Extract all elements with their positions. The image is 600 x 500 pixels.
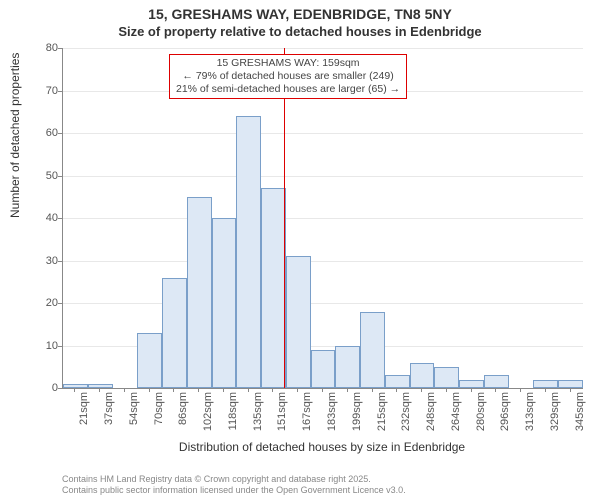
x-tick-mark bbox=[446, 388, 447, 392]
x-tick-mark bbox=[471, 388, 472, 392]
x-tick-label: 70sqm bbox=[153, 392, 165, 425]
x-tick-label: 37sqm bbox=[103, 392, 115, 425]
histogram-bar bbox=[286, 256, 311, 388]
grid-line bbox=[63, 261, 583, 262]
y-tick-mark bbox=[58, 133, 62, 134]
y-tick-mark bbox=[58, 176, 62, 177]
x-tick-label: 118sqm bbox=[227, 392, 239, 430]
x-tick-mark bbox=[149, 388, 150, 392]
grid-line bbox=[63, 218, 583, 219]
histogram-bar bbox=[311, 350, 336, 388]
plot-area: 15 GRESHAMS WAY: 159sqm ← 79% of detache… bbox=[62, 48, 583, 389]
histogram-bar bbox=[434, 367, 459, 388]
x-tick-mark bbox=[173, 388, 174, 392]
y-tick-mark bbox=[58, 218, 62, 219]
x-tick-mark bbox=[421, 388, 422, 392]
histogram-bar bbox=[187, 197, 212, 388]
annotation-box: 15 GRESHAMS WAY: 159sqm ← 79% of detache… bbox=[169, 54, 407, 99]
y-tick-label: 10 bbox=[40, 340, 58, 352]
x-tick-label: 345sqm bbox=[574, 392, 586, 431]
x-tick-label: 167sqm bbox=[301, 392, 313, 431]
x-tick-label: 313sqm bbox=[524, 392, 536, 431]
x-tick-label: 296sqm bbox=[499, 392, 511, 431]
x-tick-mark bbox=[495, 388, 496, 392]
histogram-bar bbox=[261, 188, 286, 388]
x-tick-mark bbox=[74, 388, 75, 392]
x-tick-mark bbox=[372, 388, 373, 392]
x-tick-label: 232sqm bbox=[400, 392, 412, 431]
y-tick-mark bbox=[58, 346, 62, 347]
x-tick-label: 54sqm bbox=[128, 392, 140, 425]
credits: Contains HM Land Registry data © Crown c… bbox=[62, 474, 406, 496]
x-tick-label: 248sqm bbox=[425, 392, 437, 431]
x-tick-mark bbox=[99, 388, 100, 392]
histogram-bar bbox=[385, 375, 410, 388]
histogram-bar bbox=[360, 312, 385, 389]
y-tick-label: 20 bbox=[40, 297, 58, 309]
x-tick-mark bbox=[322, 388, 323, 392]
x-tick-mark bbox=[347, 388, 348, 392]
grid-line bbox=[63, 176, 583, 177]
y-tick-mark bbox=[58, 303, 62, 304]
histogram-bar bbox=[212, 218, 237, 388]
property-size-histogram: 15, GRESHAMS WAY, EDENBRIDGE, TN8 5NY Si… bbox=[0, 0, 600, 500]
x-tick-label: 280sqm bbox=[475, 392, 487, 431]
x-tick-label: 151sqm bbox=[276, 392, 288, 431]
y-axis-label: Number of detached properties bbox=[8, 53, 22, 218]
histogram-bar bbox=[484, 375, 509, 388]
x-tick-label: 199sqm bbox=[351, 392, 363, 431]
credits-line: Contains HM Land Registry data © Crown c… bbox=[62, 474, 406, 485]
x-tick-mark bbox=[570, 388, 571, 392]
x-tick-mark bbox=[297, 388, 298, 392]
grid-line bbox=[63, 48, 583, 49]
chart-subtitle: Size of property relative to detached ho… bbox=[0, 24, 600, 39]
x-tick-mark bbox=[545, 388, 546, 392]
y-tick-mark bbox=[58, 261, 62, 262]
histogram-bar bbox=[459, 380, 484, 389]
x-tick-label: 183sqm bbox=[326, 392, 338, 431]
x-tick-label: 135sqm bbox=[252, 392, 264, 431]
y-tick-mark bbox=[58, 91, 62, 92]
x-tick-label: 329sqm bbox=[549, 392, 561, 431]
x-tick-mark bbox=[248, 388, 249, 392]
y-tick-label: 40 bbox=[40, 212, 58, 224]
histogram-bar bbox=[236, 116, 261, 388]
credits-line: Contains public sector information licen… bbox=[62, 485, 406, 496]
y-tick-label: 60 bbox=[40, 127, 58, 139]
annotation-line: 15 GRESHAMS WAY: 159sqm bbox=[176, 57, 400, 70]
x-tick-mark bbox=[223, 388, 224, 392]
x-tick-label: 86sqm bbox=[177, 392, 189, 425]
x-tick-mark bbox=[396, 388, 397, 392]
grid-line bbox=[63, 133, 583, 134]
y-tick-mark bbox=[58, 388, 62, 389]
y-tick-label: 70 bbox=[40, 85, 58, 97]
histogram-bar bbox=[558, 380, 583, 389]
annotation-line: ← 79% of detached houses are smaller (24… bbox=[176, 70, 400, 83]
chart-title-address: 15, GRESHAMS WAY, EDENBRIDGE, TN8 5NY bbox=[0, 6, 600, 22]
histogram-bar bbox=[137, 333, 162, 388]
grid-line bbox=[63, 303, 583, 304]
x-tick-label: 21sqm bbox=[78, 392, 90, 425]
x-tick-mark bbox=[198, 388, 199, 392]
y-tick-mark bbox=[58, 48, 62, 49]
x-tick-mark bbox=[124, 388, 125, 392]
x-tick-label: 102sqm bbox=[202, 392, 214, 431]
x-axis-label: Distribution of detached houses by size … bbox=[62, 440, 582, 454]
y-tick-label: 50 bbox=[40, 170, 58, 182]
histogram-bar bbox=[335, 346, 360, 389]
y-tick-label: 80 bbox=[40, 42, 58, 54]
histogram-bar bbox=[410, 363, 435, 389]
annotation-line: 21% of semi-detached houses are larger (… bbox=[176, 83, 400, 96]
histogram-bar bbox=[533, 380, 558, 389]
x-tick-mark bbox=[520, 388, 521, 392]
histogram-bar bbox=[63, 384, 88, 388]
x-tick-mark bbox=[272, 388, 273, 392]
histogram-bar bbox=[162, 278, 187, 389]
x-tick-label: 264sqm bbox=[450, 392, 462, 431]
y-tick-label: 30 bbox=[40, 255, 58, 267]
y-tick-label: 0 bbox=[40, 382, 58, 394]
x-tick-label: 215sqm bbox=[376, 392, 388, 431]
